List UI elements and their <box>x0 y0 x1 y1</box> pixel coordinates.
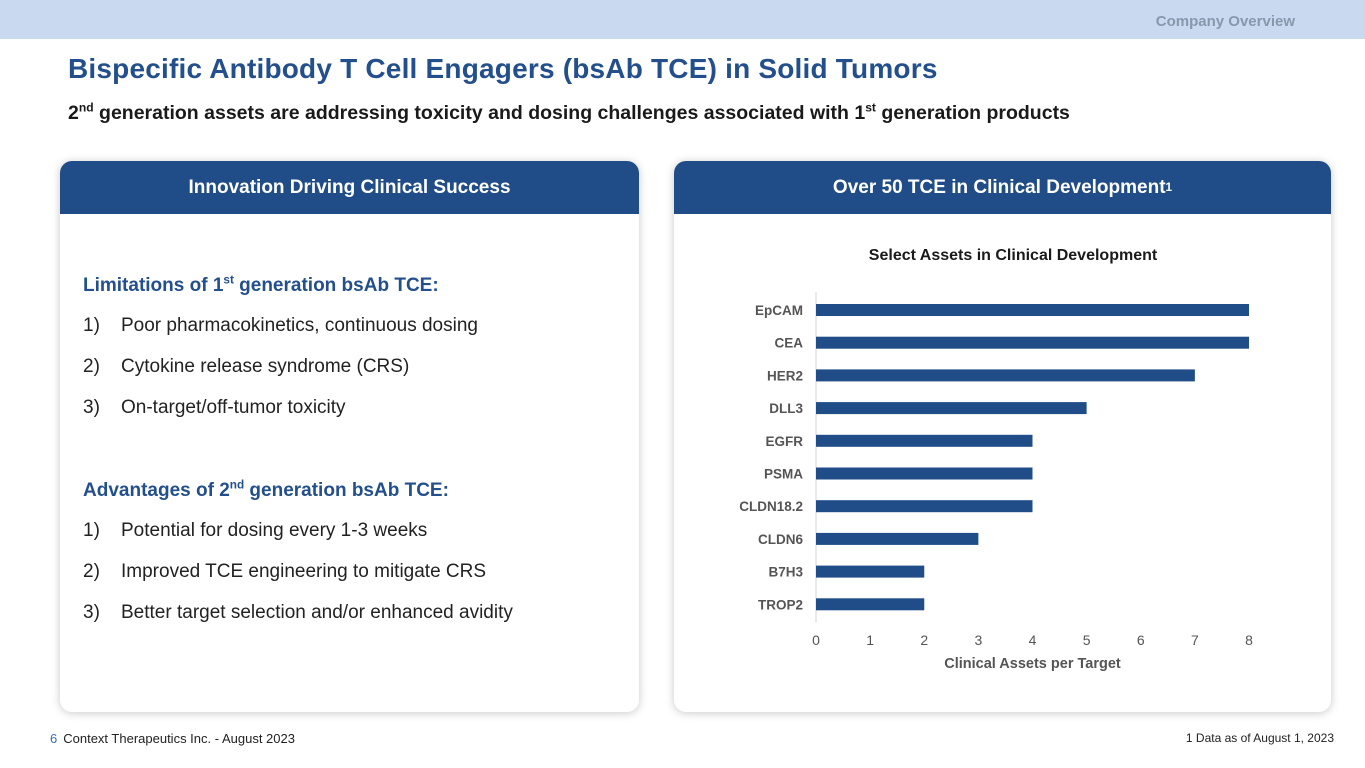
tce-development-card: Over 50 TCE in Clinical Development 1 Sel… <box>674 161 1331 712</box>
top-banner <box>0 0 1365 39</box>
y-tick-label: CLDN6 <box>758 532 803 547</box>
bar <box>816 467 1033 480</box>
x-tick-label: 1 <box>866 632 874 648</box>
y-tick-label: HER2 <box>767 368 803 383</box>
bar <box>816 532 979 545</box>
x-tick-label: 0 <box>812 632 820 648</box>
advantage-item: 3) Better target selection and/or enhance… <box>83 602 513 623</box>
y-tick-label: DLL3 <box>769 401 803 416</box>
x-axis-label: Clinical Assets per Target <box>944 656 1121 672</box>
advantage-item: 2) Improved TCE engineering to mitigate C… <box>83 561 487 582</box>
bar <box>816 434 1033 447</box>
x-tick-label: 8 <box>1245 632 1253 648</box>
limitation-item: 2) Cytokine release syndrome (CRS) <box>83 356 410 377</box>
y-tick-label: EGFR <box>765 434 803 449</box>
innovation-content: Limitations of 1st generation bsAb TCE: … <box>83 274 603 642</box>
limitation-item: 1) Poor pharmacokinetics, continuous dosi… <box>83 315 478 336</box>
y-tick-label: TROP2 <box>758 597 803 612</box>
chart-svg: Select Assets in Clinical Development EpC… <box>739 247 1253 672</box>
page-number: 6 <box>50 731 58 746</box>
bar <box>816 304 1249 316</box>
x-tick-label: 6 <box>1137 632 1145 648</box>
chart-title: Select Assets in Clinical Development <box>869 247 1158 264</box>
y-tick-label: B7H3 <box>768 565 803 580</box>
x-tick-label: 4 <box>1029 632 1037 648</box>
page-title: Bispecific Antibody T Cell Engagers (bsA… <box>68 53 938 84</box>
footer-left: 6 Context Therapeutics Inc. - August 2023 <box>50 731 295 746</box>
bar <box>816 500 1033 513</box>
y-tick-label: CEA <box>774 336 803 351</box>
limitations-heading: Limitations of 1st generation bsAb TCE: <box>83 273 439 296</box>
bar <box>816 565 925 578</box>
bar <box>816 369 1195 382</box>
x-tick-label: 3 <box>974 632 982 648</box>
innovation-card-header: Innovation Driving Clinical Success <box>60 161 639 214</box>
y-tick-label: CLDN18.2 <box>739 499 803 514</box>
tce-card-header: Over 50 TCE in Clinical Development 1 <box>674 161 1331 214</box>
y-tick-label: PSMA <box>764 467 803 482</box>
footnote: 1 Data as of August 1, 2023 <box>1185 731 1334 745</box>
bar <box>816 598 925 611</box>
bar <box>816 336 1249 349</box>
x-tick-label: 2 <box>920 632 928 648</box>
innovation-card: Innovation Driving Clinical Success Limi… <box>60 161 639 712</box>
advantage-item: 1) Potential for dosing every 1-3 weeks <box>83 520 428 541</box>
page-subtitle: 2nd generation assets are addressing tox… <box>68 100 1070 124</box>
y-tick-label: EpCAM <box>755 303 803 318</box>
footer-company: Context Therapeutics Inc. - August 2023 <box>63 731 295 746</box>
x-tick-label: 5 <box>1083 632 1091 648</box>
x-tick-label: 7 <box>1191 632 1199 648</box>
advantages-heading: Advantages of 2nd generation bsAb TCE: <box>83 478 449 501</box>
limitation-item: 3) On-target/off-tumor toxicity <box>83 397 346 418</box>
bar <box>816 402 1087 415</box>
section-label: Company Overview <box>1155 13 1295 30</box>
